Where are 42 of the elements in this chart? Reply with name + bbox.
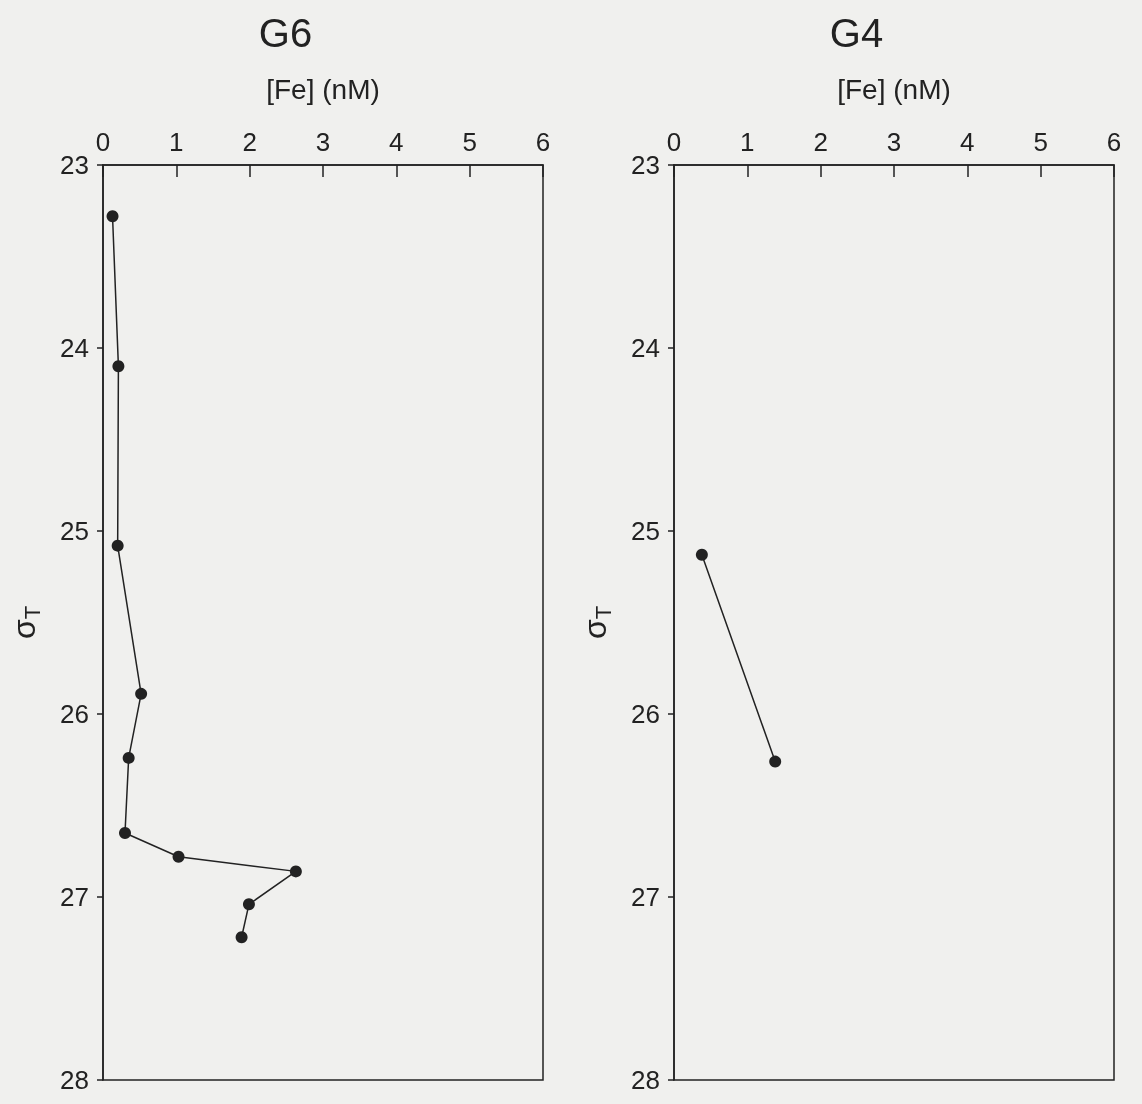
point bbox=[122, 751, 135, 764]
y-tick-label: 26 bbox=[60, 699, 89, 729]
point bbox=[111, 539, 124, 552]
y-tick-label: 28 bbox=[60, 1065, 89, 1095]
y-tick-label: 27 bbox=[60, 882, 89, 912]
y-tick-label: 23 bbox=[631, 150, 660, 180]
y-tick-label: 23 bbox=[60, 150, 89, 180]
x-tick-label: 6 bbox=[535, 127, 551, 157]
y-axis-title: σT bbox=[577, 605, 616, 640]
point bbox=[235, 931, 248, 944]
x-tick-label: 0 bbox=[666, 127, 682, 157]
y-tick-label: 25 bbox=[631, 516, 660, 546]
x-tick-label: 2 bbox=[242, 127, 257, 157]
x-axis-title: [Fe] (nM) bbox=[837, 73, 951, 105]
y-tick-label: 27 bbox=[631, 882, 660, 912]
y-axis-title: σT bbox=[6, 605, 45, 640]
y-tick-label: 24 bbox=[60, 333, 89, 363]
point bbox=[242, 898, 255, 911]
x-tick-label: 4 bbox=[960, 127, 975, 157]
chart-title: G6 bbox=[258, 11, 313, 55]
x-tick-label: 2 bbox=[813, 127, 828, 157]
x-tick-label: 1 bbox=[169, 127, 184, 157]
point bbox=[106, 210, 119, 223]
point bbox=[112, 360, 125, 373]
y-tick-label: 28 bbox=[631, 1065, 660, 1095]
point bbox=[172, 850, 185, 863]
x-tick-label: 1 bbox=[740, 127, 755, 157]
point bbox=[135, 687, 148, 700]
x-tick-label: 4 bbox=[389, 127, 404, 157]
x-tick-label: 0 bbox=[95, 127, 111, 157]
x-tick-label: 3 bbox=[886, 127, 902, 157]
y-tick-label: 26 bbox=[631, 699, 660, 729]
x-tick-label: 5 bbox=[462, 127, 477, 157]
point bbox=[289, 865, 302, 878]
chart-title: G4 bbox=[829, 11, 884, 55]
point bbox=[119, 826, 131, 839]
y-tick-label: 24 bbox=[631, 333, 660, 363]
x-axis-title: [Fe] (nM) bbox=[266, 73, 380, 105]
x-tick-label: 5 bbox=[1033, 127, 1048, 157]
x-tick-label: 3 bbox=[315, 127, 331, 157]
y-tick-label: 25 bbox=[60, 516, 89, 546]
x-tick-label: 6 bbox=[1106, 127, 1122, 157]
